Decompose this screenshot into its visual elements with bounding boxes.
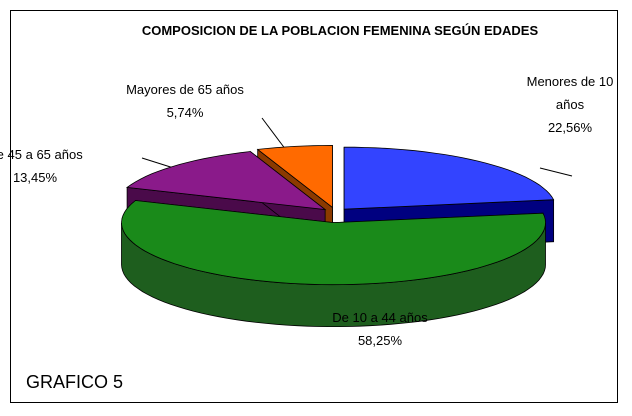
category-label: Mayores de 65 años <box>126 82 244 97</box>
pie <box>121 144 555 327</box>
slice <box>126 151 327 211</box>
value-label: 5,74% <box>166 105 204 120</box>
category-label: Menores de 10 años <box>526 74 614 112</box>
slice <box>343 146 555 210</box>
slice-label: Menores de 10 años 22,56% <box>520 70 620 139</box>
slice <box>121 200 546 286</box>
annotation: GRAFICO 5 <box>26 372 124 392</box>
value-label: 13,45% <box>12 170 58 185</box>
value-label: 22,56% <box>547 120 593 135</box>
slice-label: De 10 a 44 años 58,25% <box>290 306 470 352</box>
value-label: 58,25% <box>357 333 403 348</box>
chart-title: COMPOSICION DE LA POBLACION FEMENINA SEG… <box>141 23 539 38</box>
category-label: De 10 a 44 años <box>332 310 428 325</box>
category-label: De 45 a 65 años <box>0 147 83 162</box>
leader-line <box>539 167 573 177</box>
slice <box>256 144 333 209</box>
slice-label: De 45 a 65 años 13,45% <box>0 143 110 189</box>
chart-frame <box>10 10 618 403</box>
slice-label: Mayores de 65 años 5,74% <box>120 78 250 124</box>
